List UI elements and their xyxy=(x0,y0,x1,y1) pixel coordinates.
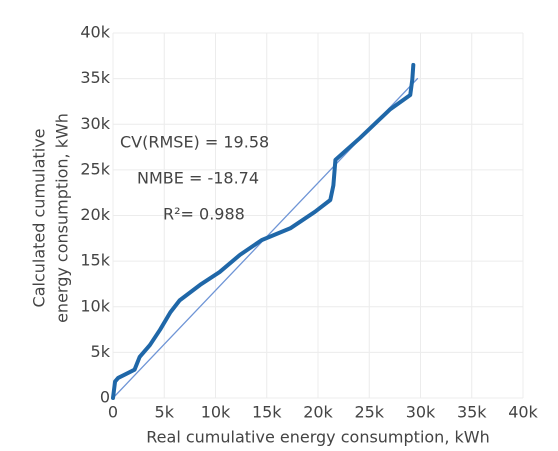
x-tick-label: 10k xyxy=(201,403,231,422)
grid xyxy=(112,32,524,399)
x-tick-label: 5k xyxy=(155,403,175,422)
x-tick-label: 20k xyxy=(303,403,333,422)
y-axis-title: Calculated cumulative energy consumption… xyxy=(30,113,72,323)
y-tick-label: 40k xyxy=(80,23,110,42)
y-tick-label: 25k xyxy=(80,159,110,178)
y-tick-label: 0 xyxy=(100,388,110,407)
annotation: NMBE = -18.74 xyxy=(137,169,259,188)
annotation: R²= 0.988 xyxy=(163,205,245,224)
annotation: CV(RMSE) = 19.58 xyxy=(120,133,269,152)
data-line xyxy=(111,62,416,400)
y-tick-label: 20k xyxy=(80,205,110,224)
x-tick-label: 40k xyxy=(508,403,538,422)
x-tick-label: 0 xyxy=(108,403,118,422)
y-tick-label: 10k xyxy=(80,296,110,315)
y-axis-title-line: energy consumption, kWh xyxy=(53,113,72,323)
x-tick-label: 15k xyxy=(252,403,282,422)
y-tick-label: 30k xyxy=(80,114,110,133)
x-tick-label: 35k xyxy=(457,403,487,422)
plot-area xyxy=(111,62,419,400)
x-tick-label: 25k xyxy=(354,403,384,422)
y-tick-label: 5k xyxy=(91,342,111,361)
y-tick-label: 15k xyxy=(80,251,110,270)
y-tick-label: 35k xyxy=(80,68,110,87)
x-tick-label: 30k xyxy=(406,403,436,422)
x-axis-title: Real cumulative energy consumption, kWh xyxy=(146,428,489,447)
y-axis-title-line: Calculated cumulative xyxy=(30,129,49,308)
